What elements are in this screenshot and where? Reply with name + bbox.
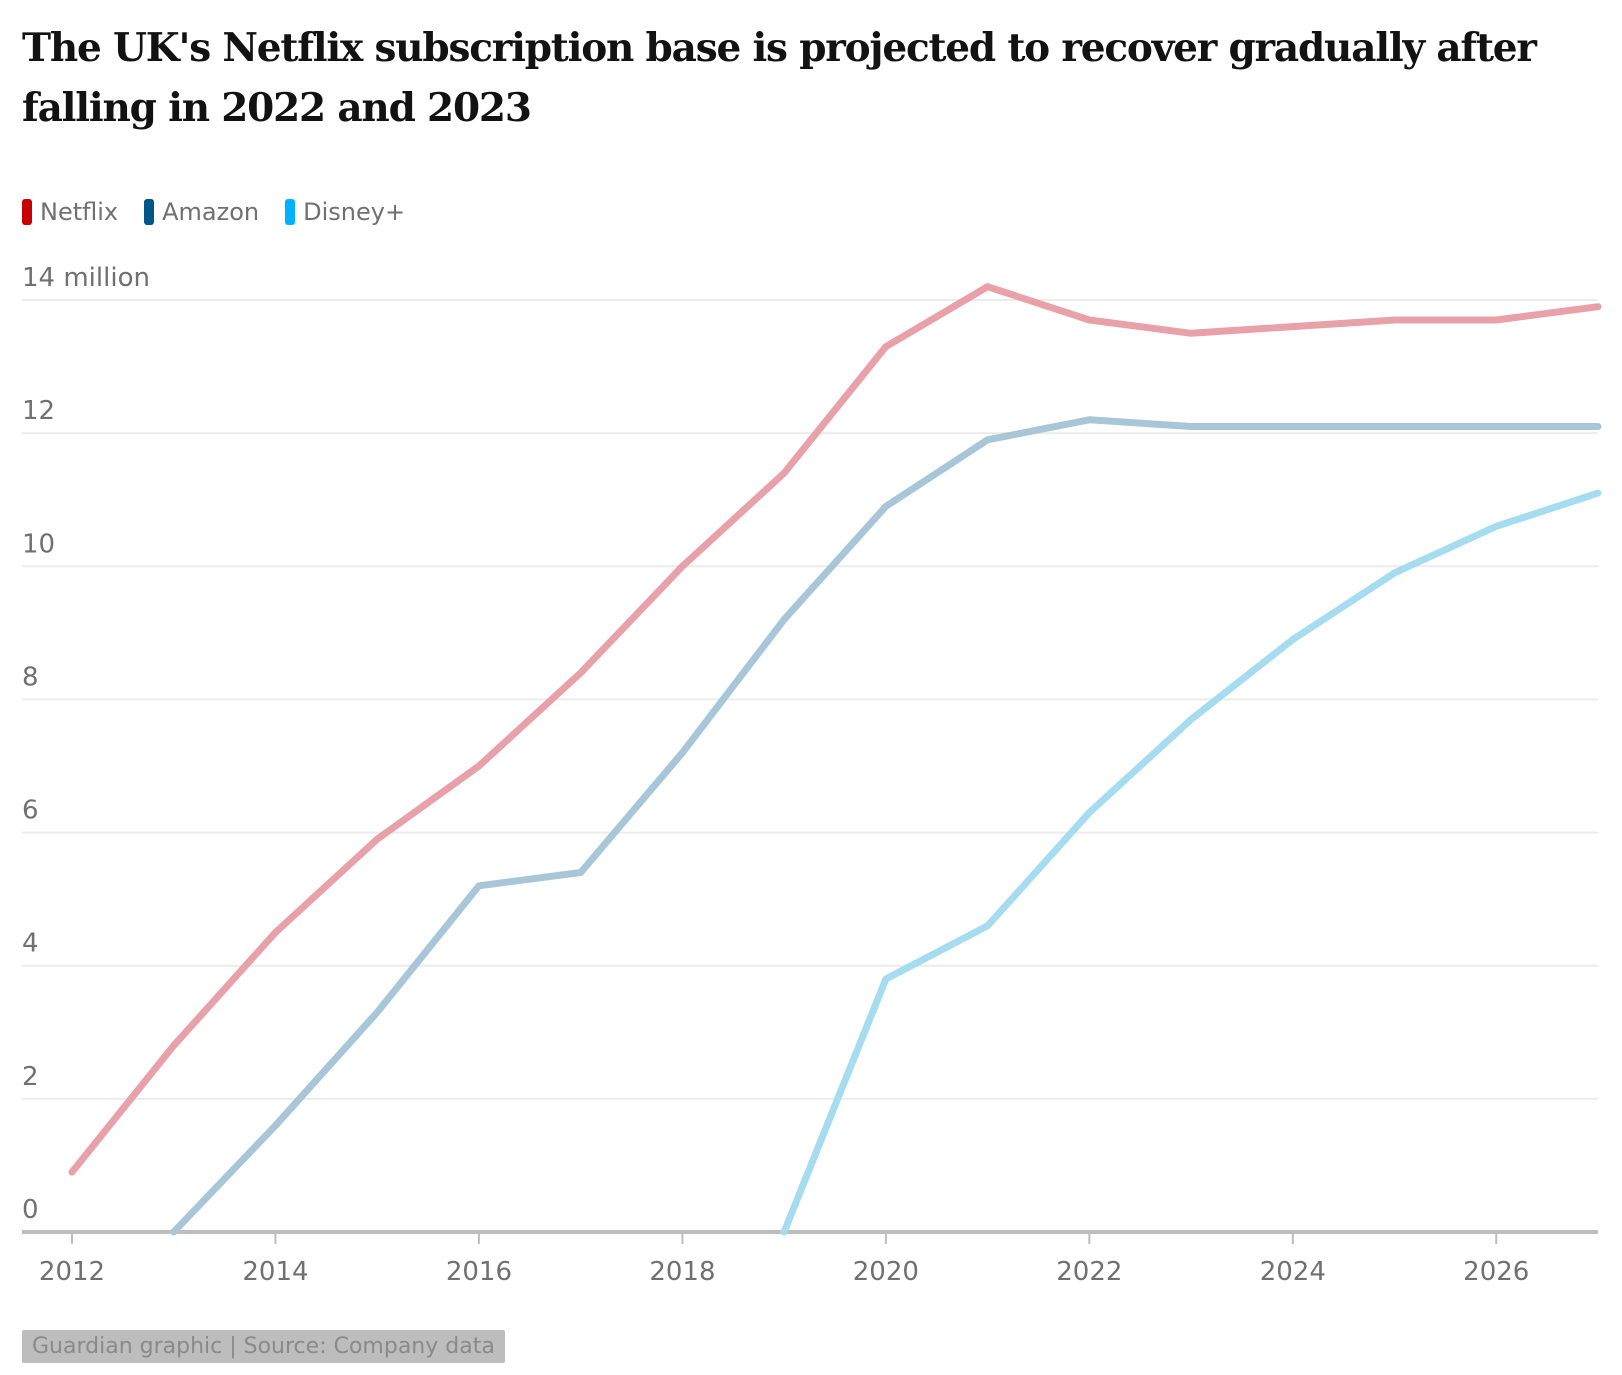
legend-item-disney: Disney+: [285, 198, 405, 226]
y-tick-label: 2: [22, 1062, 39, 1092]
y-tick-label: 4: [22, 929, 39, 959]
legend-label-amazon: Amazon: [162, 198, 260, 226]
x-tick-label: 2022: [1056, 1257, 1122, 1287]
x-tick-label: 2020: [853, 1257, 919, 1287]
amazon-line: [170, 416, 1602, 1236]
legend-swatch-amazon: [144, 199, 155, 225]
netflix-line: [68, 283, 1602, 1176]
disney-line: [780, 489, 1602, 1236]
chart-legend: Netflix Amazon Disney+: [22, 198, 405, 226]
legend-swatch-netflix: [22, 199, 32, 225]
source-text: Guardian graphic | Source: Company data: [22, 1330, 505, 1363]
chart-title: The UK's Netflix subscription base is pr…: [22, 25, 1537, 131]
y-tick-label: 14 million: [22, 263, 150, 293]
legend-item-amazon: Amazon: [144, 198, 259, 226]
x-tick-label: 2012: [39, 1257, 105, 1287]
y-tick-label: 8: [22, 662, 39, 692]
x-tick-label: 2018: [649, 1257, 715, 1287]
y-tick-label: 0: [22, 1195, 39, 1225]
y-tick-label: 6: [22, 796, 39, 826]
x-tick-label: 2014: [242, 1257, 308, 1287]
y-tick-label: 12: [22, 396, 55, 426]
legend-label-disney: Disney+: [303, 198, 406, 226]
legend-item-netflix: Netflix: [22, 198, 118, 226]
y-tick-label: 10: [22, 529, 55, 559]
legend-swatch-disney: [285, 199, 296, 225]
legend-label-netflix: Netflix: [40, 198, 119, 226]
x-tick-label: 2024: [1260, 1257, 1326, 1287]
x-tick-label: 2016: [446, 1257, 512, 1287]
x-tick-label: 2026: [1463, 1257, 1529, 1287]
source-note: Guardian graphic | Source: Company data: [22, 1330, 505, 1363]
